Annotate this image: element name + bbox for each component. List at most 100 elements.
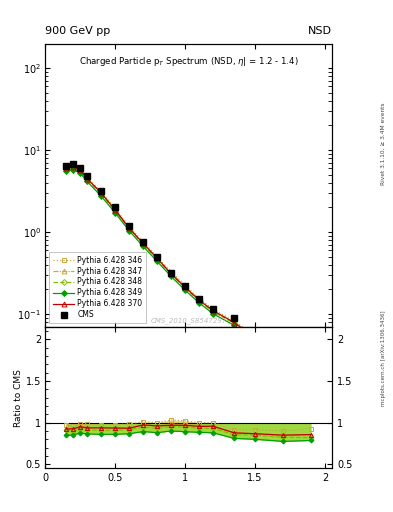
Pythia 6.428 348	[155, 257, 160, 263]
Pythia 6.428 347	[71, 163, 75, 169]
Pythia 6.428 349	[141, 243, 145, 249]
Pythia 6.428 347	[113, 207, 118, 213]
Pythia 6.428 370	[71, 163, 75, 169]
Pythia 6.428 346	[78, 166, 83, 172]
Pythia 6.428 346	[183, 282, 187, 288]
Pythia 6.428 349	[309, 365, 314, 371]
Pythia 6.428 370	[211, 308, 215, 314]
Pythia 6.428 349	[169, 273, 173, 280]
Pythia 6.428 348	[78, 168, 83, 174]
Pythia 6.428 346	[169, 269, 173, 275]
Pythia 6.428 349	[99, 193, 103, 199]
Pythia 6.428 349	[211, 311, 215, 317]
Pythia 6.428 346	[99, 189, 103, 195]
CMS	[281, 344, 285, 350]
Line: CMS: CMS	[63, 161, 314, 362]
Pythia 6.428 349	[281, 353, 285, 359]
Text: CMS_2010_S8547297: CMS_2010_S8547297	[151, 317, 227, 324]
Pythia 6.428 346	[85, 174, 90, 180]
CMS	[127, 223, 132, 229]
Pythia 6.428 346	[253, 332, 257, 338]
CMS	[78, 165, 83, 172]
CMS	[211, 306, 215, 312]
CMS	[64, 162, 68, 168]
Pythia 6.428 370	[232, 319, 237, 326]
Pythia 6.428 370	[281, 350, 285, 356]
Pythia 6.428 348	[197, 298, 202, 304]
Pythia 6.428 370	[127, 225, 132, 231]
Text: Rivet 3.1.10, ≥ 3.4M events: Rivet 3.1.10, ≥ 3.4M events	[381, 102, 386, 185]
Pythia 6.428 370	[169, 271, 173, 277]
Line: Pythia 6.428 347: Pythia 6.428 347	[64, 164, 314, 368]
Pythia 6.428 370	[155, 255, 160, 261]
Pythia 6.428 346	[127, 223, 132, 229]
Pythia 6.428 347	[169, 270, 173, 276]
Pythia 6.428 347	[64, 165, 68, 171]
CMS	[155, 254, 160, 260]
CMS	[232, 315, 237, 321]
Line: Pythia 6.428 349: Pythia 6.428 349	[64, 167, 313, 370]
Pythia 6.428 348	[99, 191, 103, 197]
Pythia 6.428 348	[309, 364, 314, 370]
Pythia 6.428 349	[64, 168, 68, 175]
CMS	[113, 204, 118, 210]
Pythia 6.428 349	[127, 228, 132, 234]
Pythia 6.428 346	[211, 306, 215, 312]
Pythia 6.428 347	[99, 190, 103, 196]
Pythia 6.428 349	[78, 170, 83, 176]
Pythia 6.428 348	[127, 226, 132, 232]
Legend: Pythia 6.428 346, Pythia 6.428 347, Pythia 6.428 348, Pythia 6.428 349, Pythia 6: Pythia 6.428 346, Pythia 6.428 347, Pyth…	[49, 252, 146, 323]
CMS	[253, 329, 257, 335]
Pythia 6.428 348	[232, 321, 237, 327]
Pythia 6.428 349	[197, 300, 202, 306]
CMS	[85, 173, 90, 179]
Pythia 6.428 347	[141, 240, 145, 246]
Pythia 6.428 349	[155, 259, 160, 265]
Text: 900 GeV pp: 900 GeV pp	[45, 26, 110, 36]
Pythia 6.428 370	[309, 362, 314, 368]
CMS	[169, 270, 173, 276]
Pythia 6.428 348	[253, 335, 257, 341]
Pythia 6.428 347	[232, 319, 237, 326]
Text: NSD: NSD	[308, 26, 332, 36]
CMS	[309, 356, 314, 362]
Pythia 6.428 346	[309, 359, 314, 365]
Pythia 6.428 348	[141, 241, 145, 247]
Pythia 6.428 347	[183, 284, 187, 290]
Text: mcplots.cern.ch [arXiv:1306.3436]: mcplots.cern.ch [arXiv:1306.3436]	[381, 311, 386, 406]
Pythia 6.428 370	[64, 165, 68, 172]
CMS	[197, 295, 202, 302]
Pythia 6.428 370	[197, 297, 202, 303]
Text: Charged Particle p$_T$ Spectrum (NSD, $\eta$| = 1.2 - 1.4): Charged Particle p$_T$ Spectrum (NSD, $\…	[79, 55, 298, 68]
Pythia 6.428 348	[211, 309, 215, 315]
Pythia 6.428 349	[71, 166, 75, 173]
Pythia 6.428 347	[85, 175, 90, 181]
Pythia 6.428 349	[113, 210, 118, 216]
Pythia 6.428 349	[183, 287, 187, 293]
Pythia 6.428 348	[183, 285, 187, 291]
Line: Pythia 6.428 346: Pythia 6.428 346	[64, 163, 314, 365]
Pythia 6.428 370	[253, 334, 257, 340]
Pythia 6.428 347	[197, 296, 202, 303]
Pythia 6.428 370	[85, 176, 90, 182]
Pythia 6.428 370	[183, 284, 187, 290]
Pythia 6.428 347	[127, 225, 132, 231]
Pythia 6.428 348	[71, 165, 75, 171]
Y-axis label: Ratio to CMS: Ratio to CMS	[14, 369, 23, 426]
Pythia 6.428 370	[141, 240, 145, 246]
Pythia 6.428 347	[211, 308, 215, 314]
Pythia 6.428 370	[99, 190, 103, 196]
Pythia 6.428 348	[113, 208, 118, 214]
Line: Pythia 6.428 348: Pythia 6.428 348	[64, 166, 313, 369]
Pythia 6.428 346	[113, 205, 118, 211]
Pythia 6.428 348	[64, 166, 68, 172]
Pythia 6.428 347	[281, 350, 285, 356]
CMS	[71, 161, 75, 167]
Pythia 6.428 346	[141, 239, 145, 245]
Pythia 6.428 347	[253, 334, 257, 340]
Pythia 6.428 347	[309, 362, 314, 368]
Pythia 6.428 348	[85, 176, 90, 182]
Pythia 6.428 347	[78, 167, 83, 173]
Pythia 6.428 346	[71, 162, 75, 168]
Pythia 6.428 349	[85, 178, 90, 184]
